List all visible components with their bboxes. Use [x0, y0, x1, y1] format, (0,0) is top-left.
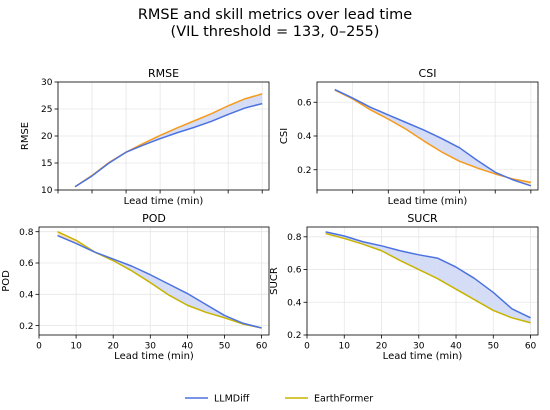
pod-xtick-label: 10: [70, 342, 82, 352]
csi-title: CSI: [419, 67, 437, 80]
rmse-xlabel: Lead time (min): [124, 196, 204, 207]
csi-line-earthformer: [334, 89, 532, 184]
pod-fill-between: [187, 293, 206, 313]
sucr-xtick-label: 20: [376, 342, 388, 352]
pod-fill-between: [150, 274, 169, 296]
rmse-fill-between: [194, 113, 212, 128]
pod-xtick-label: 50: [219, 342, 231, 352]
csi-fill-between: [441, 138, 460, 162]
csi-fill-between: [423, 130, 442, 153]
sucr-axes-frame: [306, 226, 539, 336]
sucr-xtick-label: 60: [525, 342, 537, 352]
sucr-xlabel: Lead time (min): [383, 351, 463, 362]
panel-csi: 0.2 0.4 0.6 CSI Lead time (min) CSI: [279, 67, 539, 207]
pod-xtick-label: 60: [256, 342, 268, 352]
sucr-ylabel: SUCR: [269, 267, 280, 295]
csi-xlabel: Lead time (min): [388, 196, 468, 207]
figure-title-line2: (VIL threshold = 133, 0–255): [171, 24, 380, 40]
rmse-ylabel: RMSE: [20, 122, 31, 150]
rmse-ytick-label: 20: [41, 132, 53, 142]
legend-label-llmdiff: LLMDiff: [214, 394, 250, 405]
csi-line-llmdiff: [334, 88, 532, 187]
sucr-fill-between: [493, 292, 512, 318]
pod-xtick-label: 0: [36, 342, 42, 352]
figure-title-line1: RMSE and skill metrics over lead time: [138, 7, 412, 23]
pod-fill-between: [131, 266, 151, 283]
pod-ytick-label: 0.2: [19, 322, 33, 332]
sucr-xtick-label: 10: [339, 342, 351, 352]
sucr-fill-between: [381, 245, 401, 261]
sucr-ytick-label: 0.6: [287, 266, 302, 276]
sucr-ytick-label: 0.4: [287, 298, 302, 308]
sucr-xtick-label: 0: [304, 342, 310, 352]
pod-ytick-label: 0.4: [19, 291, 34, 301]
sucr-ytick-label: 0.2: [287, 331, 301, 341]
pod-axes-frame: [38, 226, 270, 336]
csi-ytick-label: 0.6: [297, 98, 312, 108]
pod-xtick-label: 30: [145, 342, 157, 352]
pod-line-llmdiff: [57, 234, 262, 329]
sucr-fill-between: [418, 254, 438, 279]
rmse-ytick-label: 25: [41, 105, 52, 115]
rmse-fill-between: [211, 105, 229, 122]
sucr-line-llmdiff: [325, 231, 531, 319]
csi-fill-between: [388, 114, 407, 130]
sucr-xtick-label: 30: [413, 342, 425, 352]
rmse-fill-between: [177, 120, 195, 133]
pod-title: POD: [142, 212, 166, 225]
csi-ytick-label: 0.4: [297, 132, 312, 142]
rmse-title: RMSE: [148, 67, 179, 80]
sucr-ytick-label: 0.8: [287, 233, 302, 243]
csi-fill-between: [406, 122, 424, 142]
sucr-fill-between: [400, 250, 419, 270]
sucr-xtick-label: 50: [488, 342, 500, 352]
panel-rmse: 10 15 20 25 30 RMSE Lead time (min) RMSE: [20, 67, 270, 207]
legend: LLMDiff EarthFormer: [185, 394, 373, 405]
pod-xtick-label: 40: [182, 342, 194, 352]
csi-ytick-label: 0.2: [297, 166, 311, 176]
sucr-xtick-label: 40: [450, 342, 462, 352]
sucr-fill-between: [474, 278, 494, 311]
pod-ylabel: POD: [1, 270, 12, 292]
rmse-ytick-label: 15: [41, 159, 52, 169]
panel-sucr: 0.2 0.4 0.6 0.8 0 10 20 30 40 50 60 SUCR Lead time (…: [269, 212, 539, 362]
pod-xlabel: Lead time (min): [114, 351, 194, 362]
sucr-line-earthformer: [325, 232, 531, 324]
sucr-title: SUCR: [407, 212, 438, 225]
pod-fill-between: [168, 284, 188, 306]
pod-ytick-label: 0.8: [19, 228, 34, 238]
panel-pod: 0.2 0.4 0.6 0.8 0 10 20 30 40 50 60 POD Lead time (m…: [1, 212, 270, 362]
csi-ylabel: CSI: [279, 128, 290, 144]
rmse-line-llmdiff: [74, 102, 263, 188]
pod-ytick-label: 0.6: [19, 259, 34, 269]
rmse-fill-between: [228, 98, 246, 115]
sucr-fill-between: [437, 258, 457, 290]
legend-label-earthformer: EarthFormer: [314, 394, 373, 405]
rmse-ytick-label: 10: [41, 186, 53, 196]
sucr-fill-between: [511, 308, 531, 323]
pod-xtick-label: 20: [107, 342, 119, 352]
rmse-ytick-label: 30: [41, 78, 53, 88]
